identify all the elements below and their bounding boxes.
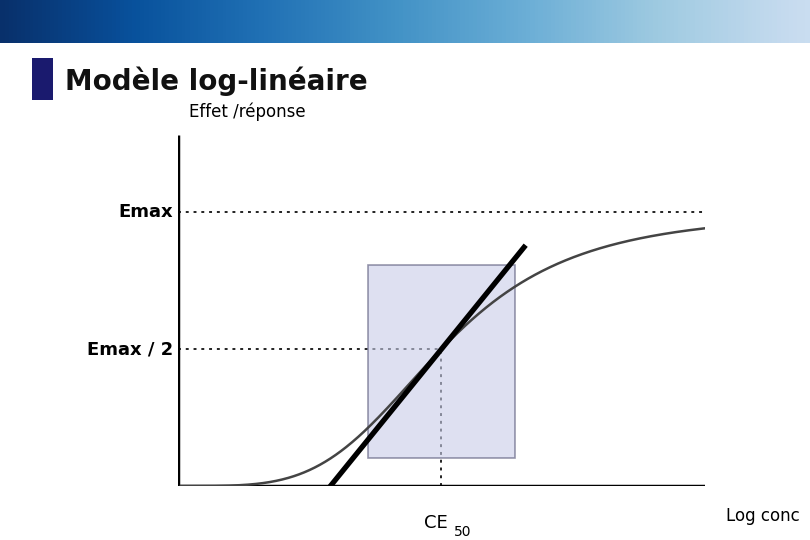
Text: 50: 50 xyxy=(454,525,471,538)
Text: CE: CE xyxy=(424,514,448,532)
Text: Effet /réponse: Effet /réponse xyxy=(189,103,305,121)
Text: Modèle log-linéaire: Modèle log-linéaire xyxy=(65,66,368,96)
Text: Log conc: Log conc xyxy=(726,507,799,525)
Text: Emax: Emax xyxy=(118,203,173,221)
Text: Emax / 2: Emax / 2 xyxy=(87,340,173,358)
Bar xyxy=(32,58,53,100)
Bar xyxy=(368,265,515,458)
